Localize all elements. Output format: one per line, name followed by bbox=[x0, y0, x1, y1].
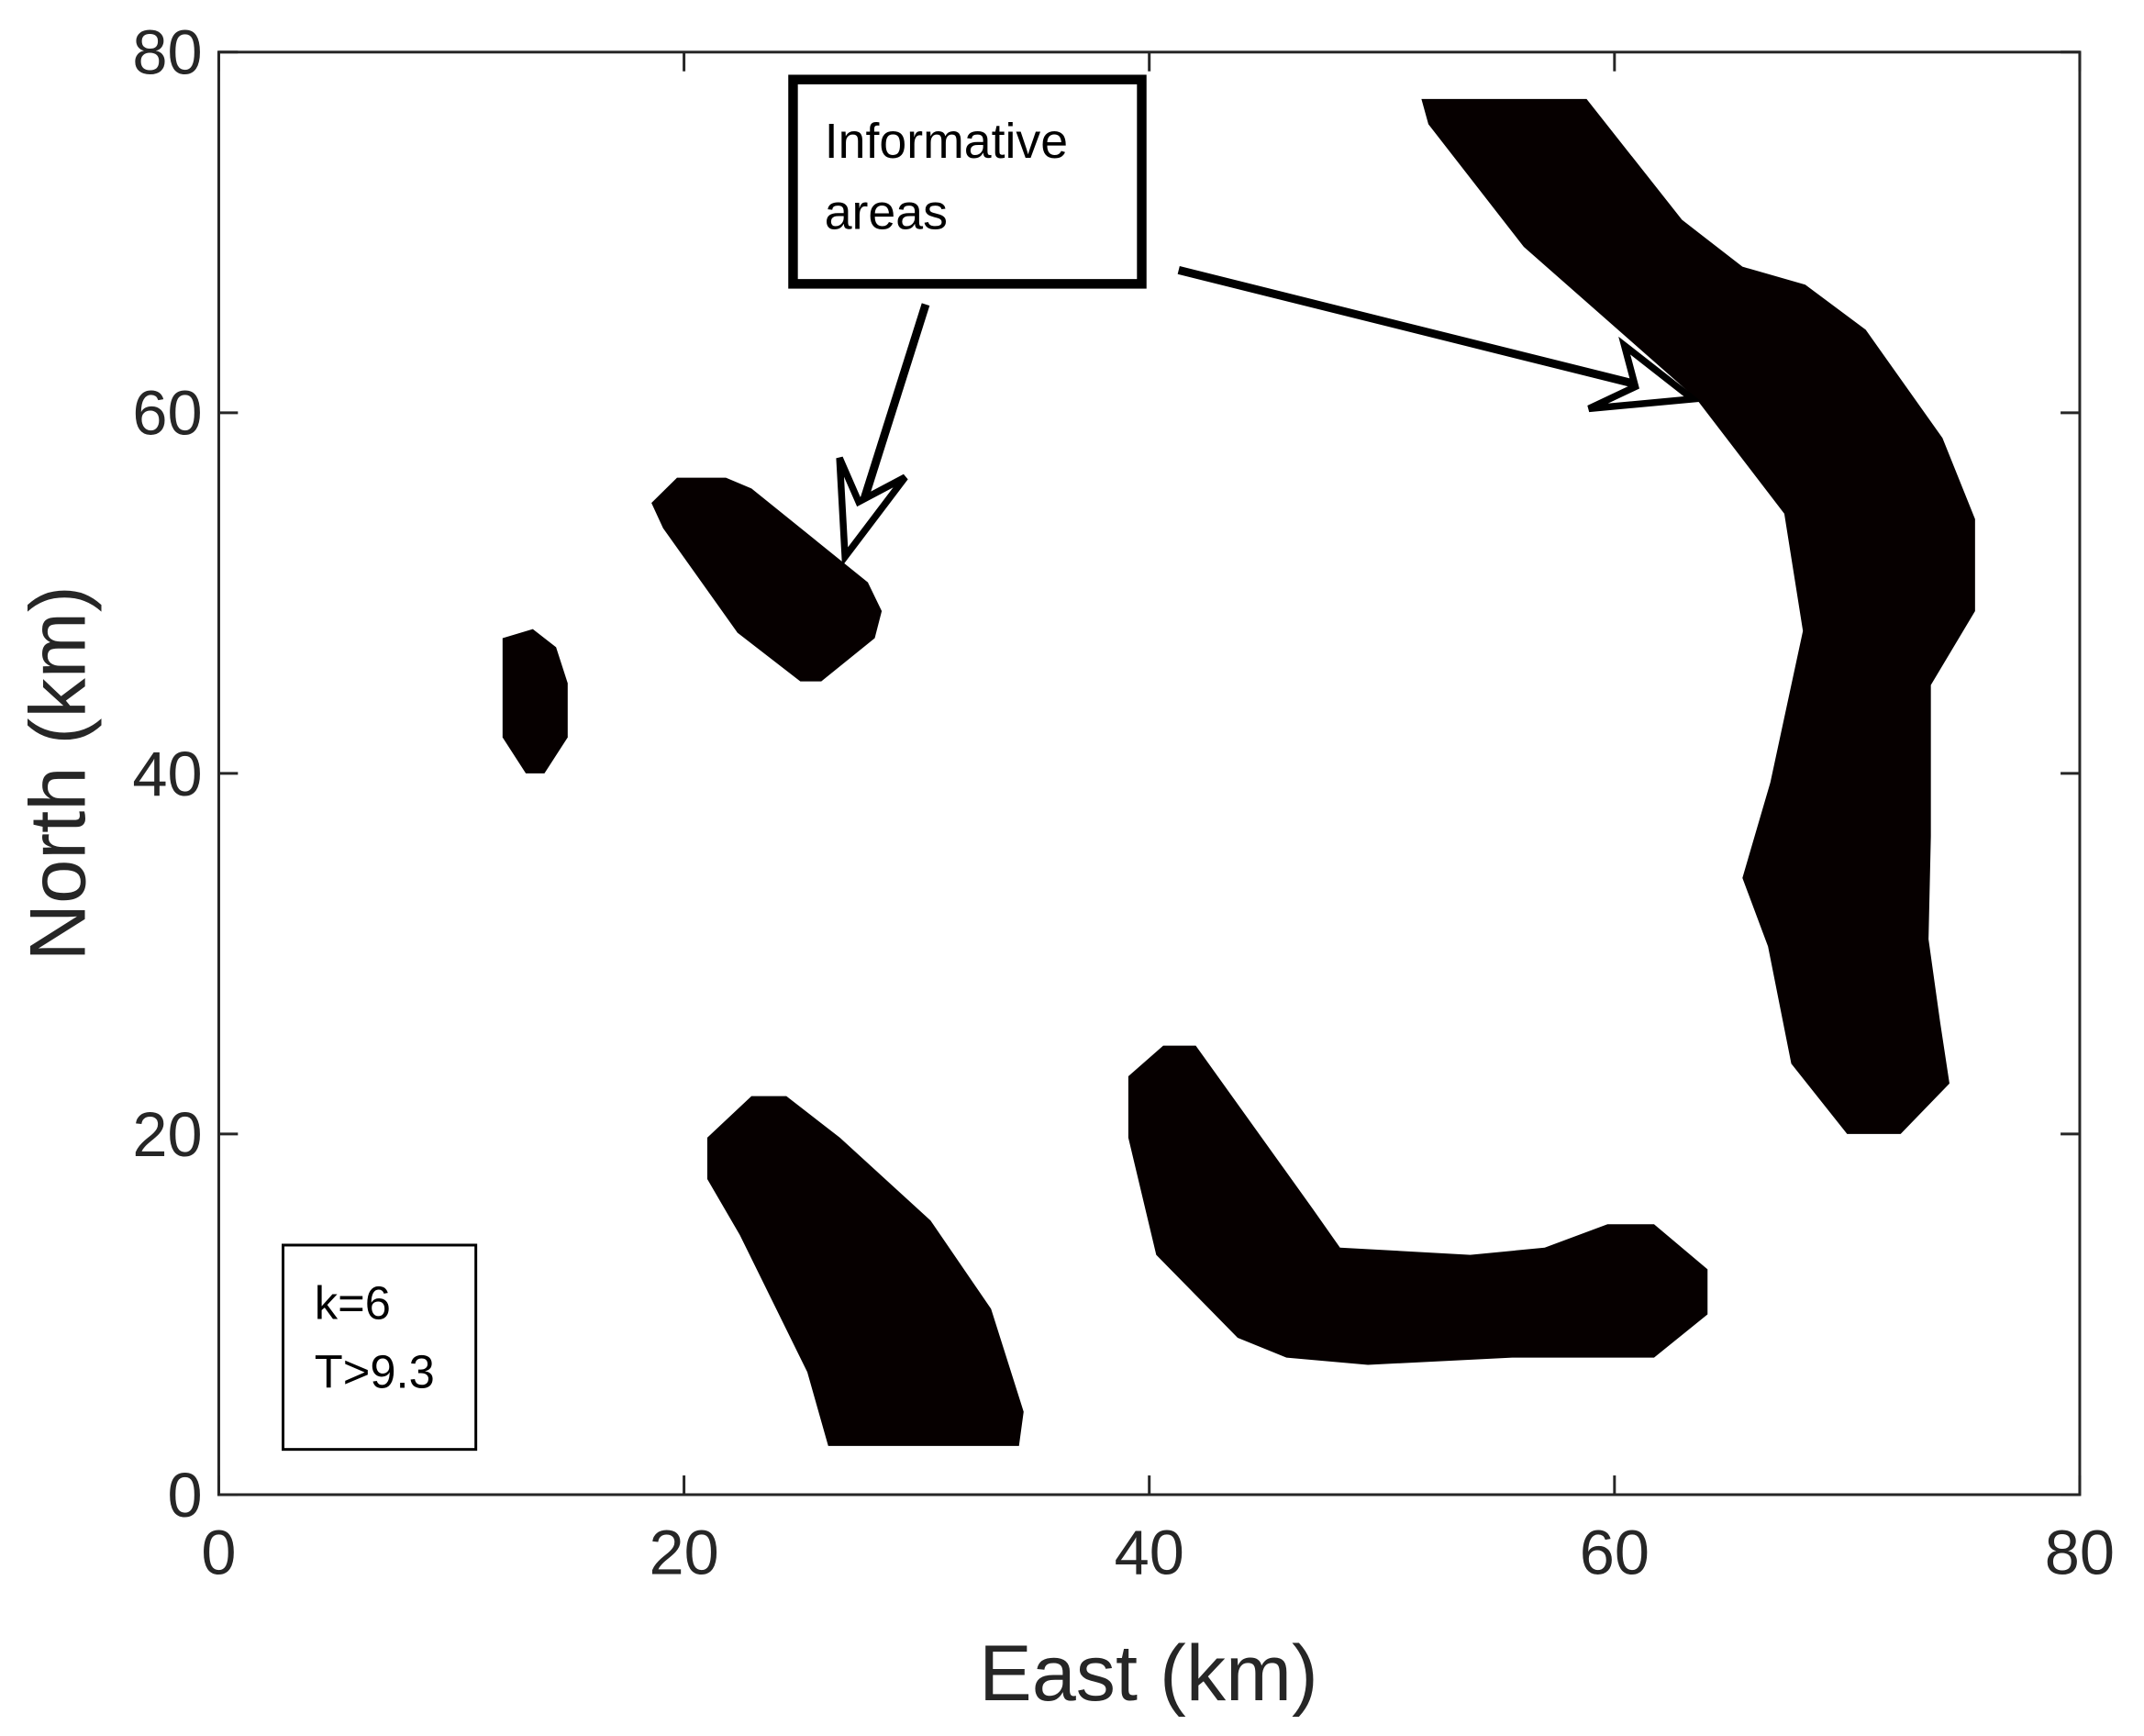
annotation-text: Informative bbox=[825, 114, 1068, 169]
informative-area bbox=[706, 1096, 1024, 1446]
y-tick-label: 20 bbox=[132, 1099, 202, 1170]
text-box bbox=[282, 1243, 478, 1452]
y-tick-label: 80 bbox=[132, 17, 202, 88]
arrow bbox=[1177, 266, 1686, 401]
y-tick-label: 40 bbox=[132, 739, 202, 809]
x-tick-label: 80 bbox=[2045, 1518, 2115, 1588]
text-box-line: T>9.3 bbox=[315, 1345, 435, 1397]
x-axis-label: East (km) bbox=[979, 1630, 1318, 1718]
arrow-head bbox=[1587, 336, 1702, 413]
informative-area bbox=[1128, 1045, 1708, 1365]
arrow-head bbox=[836, 456, 908, 567]
y-tick-label: 0 bbox=[167, 1460, 202, 1530]
informative-area bbox=[1421, 98, 1975, 1134]
regions bbox=[502, 98, 1975, 1446]
y-tick-label: 60 bbox=[132, 378, 202, 449]
x-tick-label: 20 bbox=[649, 1518, 718, 1588]
x-tick-label: 60 bbox=[1580, 1518, 1650, 1588]
annotation-box bbox=[788, 74, 1147, 289]
informative-area bbox=[502, 629, 568, 773]
annotation-text: areas bbox=[825, 185, 948, 240]
x-tick-label: 0 bbox=[201, 1518, 236, 1588]
x-tick-label: 40 bbox=[1115, 1518, 1184, 1588]
informative-area bbox=[651, 477, 883, 682]
y-axis-label: North (km) bbox=[15, 585, 103, 961]
text-box-line: k=6 bbox=[315, 1277, 391, 1330]
